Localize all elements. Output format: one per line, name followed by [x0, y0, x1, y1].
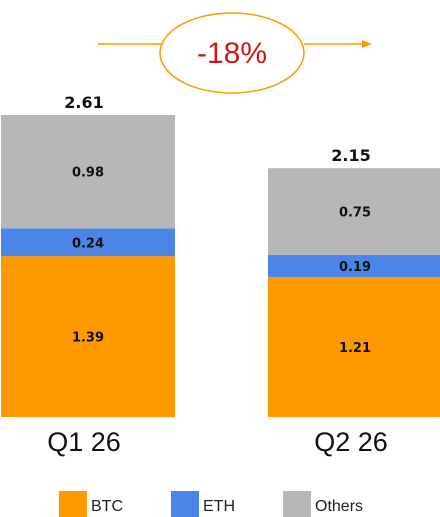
- bar-others-q1-26: [1, 115, 175, 229]
- x-tick-label-q1-26: Q1 26: [47, 427, 121, 457]
- bar-others-q2-26: [268, 168, 440, 256]
- change-arrow-head: [362, 40, 372, 48]
- bar-btc-q1-26: [1, 256, 175, 417]
- bar-btc-q2-26: [268, 276, 440, 417]
- legend-label-others: Others: [315, 498, 363, 515]
- data-label-eth-q1-26: 0.24: [72, 236, 104, 251]
- data-label-btc-q1-26: 1.39: [72, 331, 104, 346]
- change-percent: -18%: [197, 37, 267, 70]
- bar-eth-q2-26: [268, 255, 440, 277]
- legend-swatch-btc: [59, 491, 87, 517]
- data-label-others-q2-26: 0.75: [339, 206, 371, 221]
- x-tick-label-q2-26: Q2 26: [314, 427, 388, 457]
- legend-swatch-eth: [171, 491, 199, 517]
- legend-label-btc: BTC: [91, 498, 123, 515]
- data-label-others-q1-26: 0.98: [72, 166, 104, 181]
- bar-eth-q1-26: [1, 228, 175, 257]
- data-label-eth-q2-26: 0.19: [339, 260, 371, 275]
- change-annotation: -18%: [98, 12, 372, 94]
- legend-swatch-others: [283, 491, 311, 517]
- change-ellipse: [159, 12, 305, 94]
- legend-label-eth: ETH: [203, 498, 235, 515]
- total-label-q1-26: 2.61: [64, 93, 103, 112]
- total-label-q2-26: 2.15: [331, 146, 370, 165]
- data-label-btc-q2-26: 1.21: [339, 341, 371, 356]
